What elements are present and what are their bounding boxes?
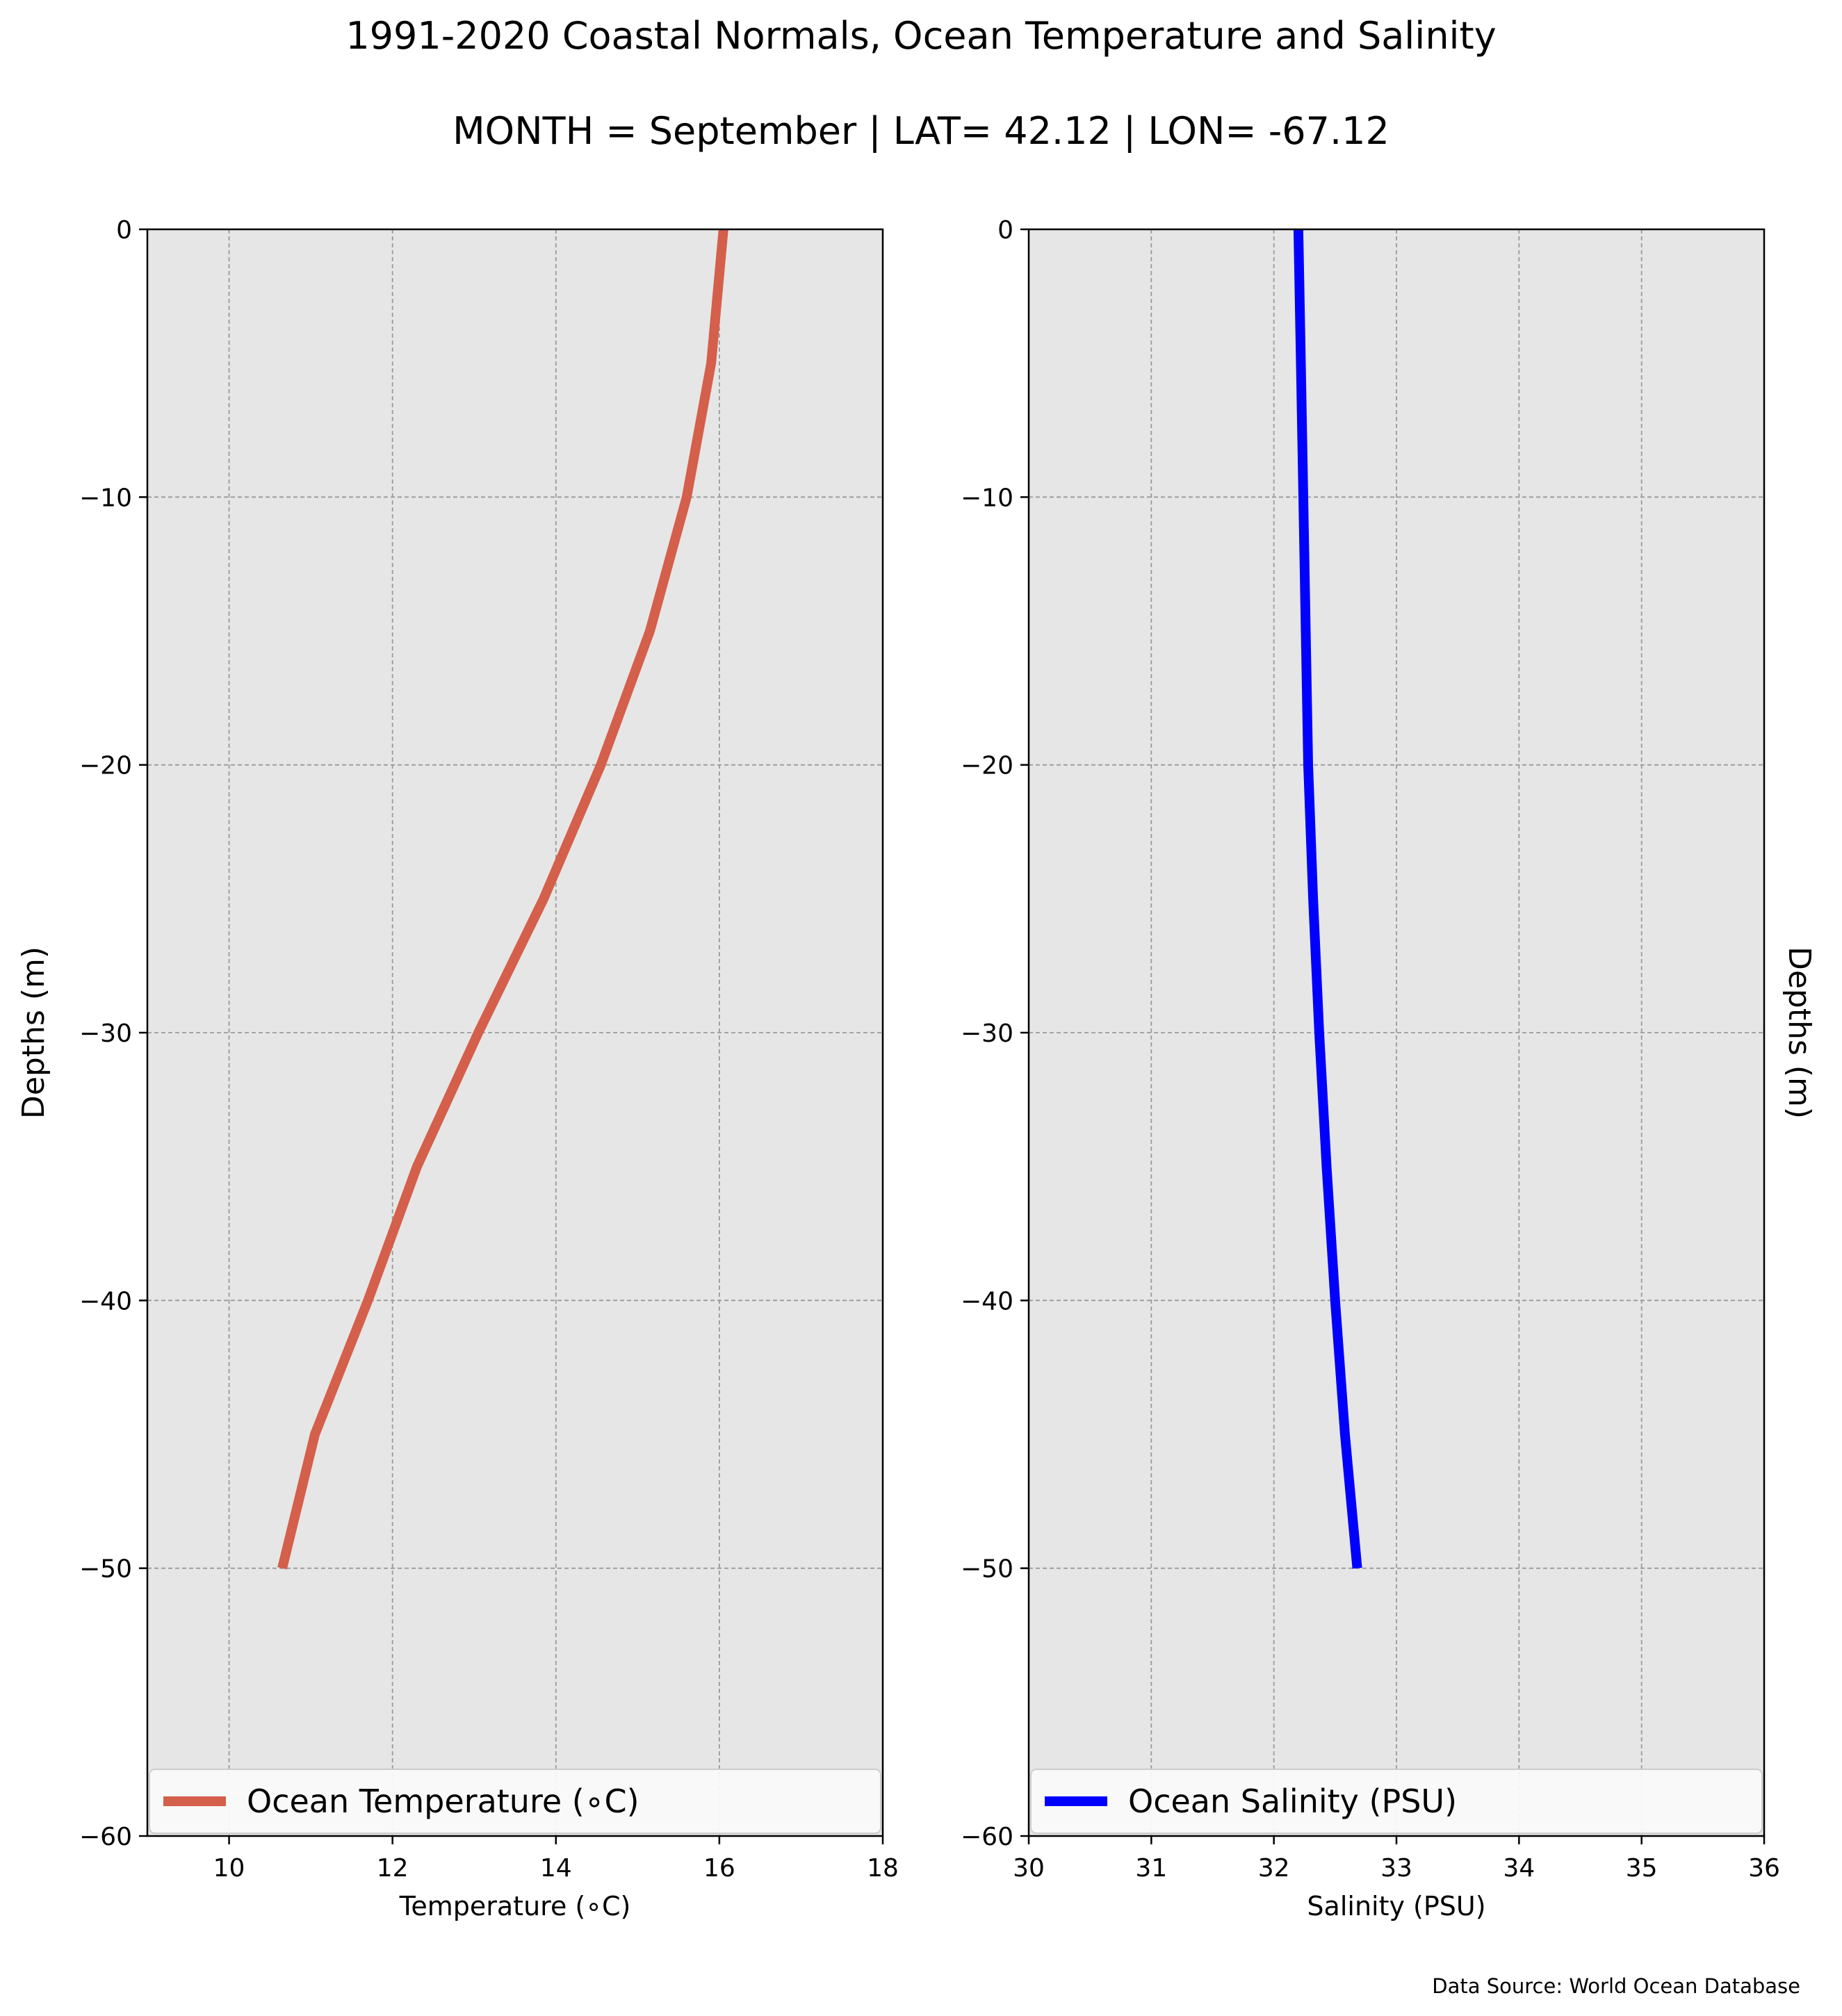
panel-2: Ocean Salinity (PSU) 30 31 32 33 34 35 36 0 −10 −2…: [961, 216, 1817, 1921]
x-tick-label: 35: [1626, 1854, 1658, 1883]
chart-title: 1991-2020 Coastal Normals, Ocean Tempera…: [345, 14, 1497, 58]
y-tick-label: 0: [116, 216, 132, 245]
x-tick-label: 30: [1013, 1854, 1045, 1883]
x-axis-label: Temperature (∘C): [399, 1891, 631, 1921]
y-tick-label: 0: [997, 216, 1013, 245]
data-point: [649, 630, 651, 632]
x-tick-label: 16: [703, 1854, 735, 1883]
x-tick-label: 18: [867, 1854, 899, 1883]
y-axis-label: Depths (m): [1782, 946, 1817, 1119]
x-tick-label: 31: [1135, 1854, 1167, 1883]
data-source-note: Data Source: World Ocean Database: [1432, 1974, 1800, 1998]
y-tick-label: −40: [79, 1287, 132, 1316]
data-point: [1305, 630, 1307, 632]
x-tick-label: 32: [1258, 1854, 1290, 1883]
legend-box: [149, 1769, 881, 1834]
x-tick-label: 36: [1748, 1854, 1780, 1883]
x-tick-label: 10: [213, 1854, 245, 1883]
y-tick-label: −20: [961, 752, 1013, 780]
legend-label: Ocean Temperature (∘C): [247, 1783, 639, 1820]
y-tick-label: −30: [961, 1019, 1013, 1048]
data-point: [416, 1166, 418, 1167]
y-tick-label: −10: [961, 484, 1013, 512]
y-tick-label: −10: [79, 484, 132, 512]
y-tick-label: −40: [961, 1287, 1013, 1316]
legend-label: Ocean Salinity (PSU): [1128, 1783, 1457, 1820]
data-point: [1344, 1434, 1346, 1435]
data-point: [1307, 764, 1309, 766]
legend-box: [1030, 1769, 1763, 1834]
x-tick-label: 34: [1503, 1854, 1535, 1883]
y-tick-label: −60: [961, 1823, 1013, 1851]
y-tick-label: −30: [79, 1019, 132, 1048]
data-point: [1326, 1166, 1327, 1167]
data-point: [314, 1434, 316, 1435]
y-tick-label: −20: [79, 752, 132, 780]
x-tick-label: 12: [377, 1854, 409, 1883]
x-tick-label: 33: [1380, 1854, 1412, 1883]
plot-background: [147, 229, 883, 1836]
x-axis-label: Salinity (PSU): [1307, 1891, 1485, 1921]
x-tick-label: 14: [540, 1854, 572, 1883]
y-tick-label: −50: [79, 1555, 132, 1584]
data-point: [686, 496, 687, 498]
y-tick-label: −60: [79, 1823, 132, 1851]
y-axis-label: Depths (m): [16, 946, 51, 1119]
chart-subtitle: MONTH = September | LAT= 42.12 | LON= -6…: [453, 109, 1389, 153]
y-tick-label: −50: [961, 1555, 1013, 1584]
panel-1: Ocean Temperature (∘C) 10 12 14 16 18 0 −10 −20 −…: [16, 216, 899, 1921]
